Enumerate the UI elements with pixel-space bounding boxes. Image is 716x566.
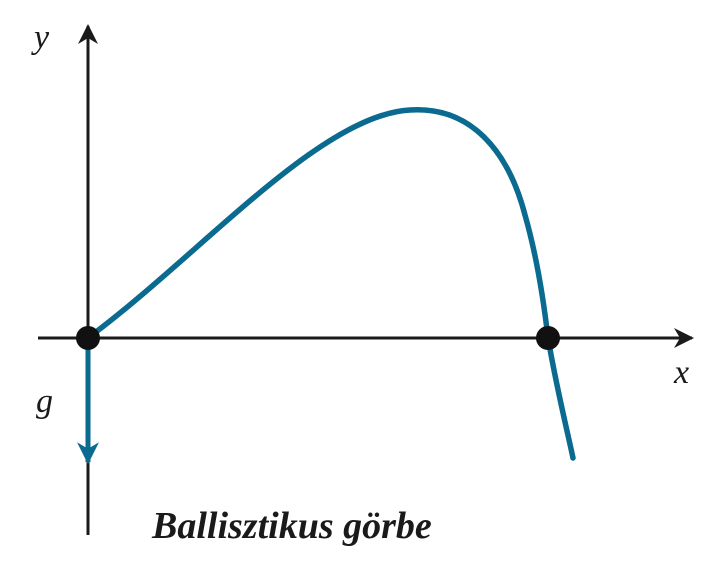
ballistic-trajectory — [85, 107, 576, 461]
launch-point — [76, 326, 100, 350]
x-axis-label: x — [673, 354, 689, 391]
y-axis-label: y — [31, 19, 50, 56]
diagram-caption: Ballisztikus görbe — [151, 505, 432, 547]
impact-point — [536, 326, 560, 350]
gravity-label: g — [36, 383, 53, 420]
